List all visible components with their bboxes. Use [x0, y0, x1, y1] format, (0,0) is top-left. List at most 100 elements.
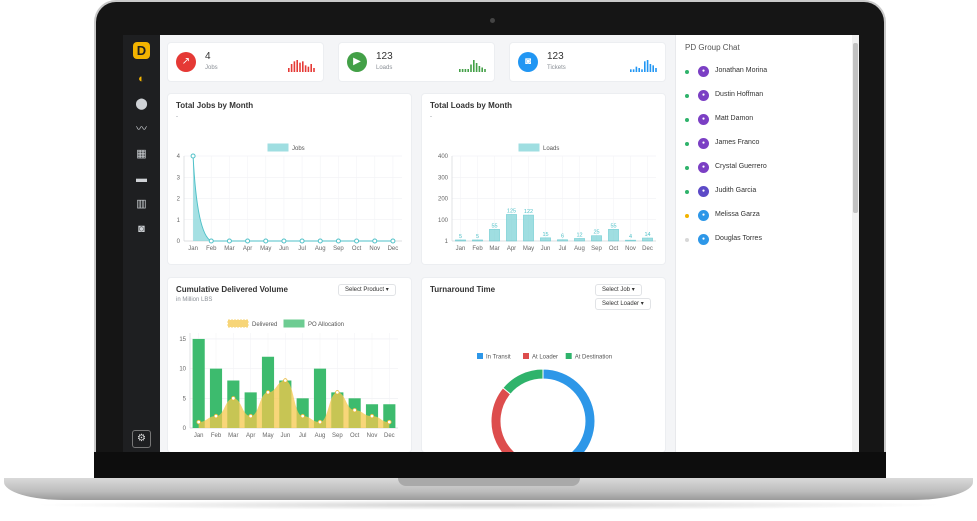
chat-member[interactable]: ● James Franco [685, 138, 845, 150]
bar [192, 338, 205, 428]
x-tick-label: Jul [299, 433, 307, 439]
y-tick-label: 10 [179, 367, 186, 373]
laptop-chin [94, 452, 886, 478]
status-dot [685, 70, 689, 74]
scrollbar-thumb[interactable] [853, 43, 858, 213]
bar [523, 214, 534, 242]
jobs-chart: Jobs 0 1 2 3 4 Jan Feb Mar Apr May Jun Jul Aug Sep Oct N… [177, 143, 402, 252]
spark-bar [310, 64, 312, 72]
legend-label: At Destination [575, 355, 612, 361]
data-point [335, 390, 340, 395]
dashboard-icon[interactable]: ◐ [138, 73, 145, 85]
select-product-dropdown[interactable]: Select Product ▾ [338, 284, 396, 296]
bar [557, 239, 568, 242]
data-label: 5 [476, 234, 479, 240]
stat-label: Jobs [205, 65, 218, 71]
card-title: Turnaround Time [430, 285, 496, 294]
sidebar: D ◐ ⬤ 〰 ▦ ▬ ▥ ◙ ⚙ [123, 35, 160, 452]
spark-bar [481, 67, 483, 72]
data-point [335, 238, 341, 244]
member-name: James Franco [715, 139, 760, 146]
chat-member[interactable]: ● Douglas Torres [685, 234, 845, 246]
x-tick-label: Jun [279, 246, 289, 252]
camera-icon: ◙ [518, 52, 538, 72]
data-point [248, 413, 253, 419]
x-tick-label: Apr [243, 246, 252, 252]
data-point [352, 407, 357, 413]
status-dot [685, 214, 689, 218]
data-point [226, 238, 232, 244]
y-tick-label: 200 [438, 197, 449, 203]
camera-icon[interactable]: ◙ [138, 223, 145, 235]
x-tick-label: Jun [280, 433, 290, 439]
spark-bar [464, 69, 467, 72]
data-label: 125 [507, 208, 516, 214]
turnaround-donut-chart: In Transit At Loader At Destination [477, 353, 612, 452]
grid-icon[interactable]: ▦ [136, 148, 147, 160]
x-tick-label: Mar [224, 246, 234, 252]
chat-member[interactable]: ● Matt Damon [685, 114, 845, 126]
select-job-dropdown[interactable]: Select Job ▾ [595, 284, 642, 296]
laptop-base [4, 478, 973, 500]
spark-bar [635, 66, 638, 72]
x-tick-label: Aug [574, 246, 585, 252]
chat-member[interactable]: ● Dustin Hoffman [685, 90, 845, 102]
x-tick-label: Dec [642, 246, 653, 252]
card-subtitle: in Million LBS [176, 297, 213, 303]
chat-member[interactable]: ● Jonathan Morina [685, 66, 845, 78]
dropdown-label: Select Product [345, 287, 385, 293]
chat-member[interactable]: ● Judith Garcia [685, 186, 845, 198]
data-point [354, 238, 360, 244]
x-tick-label: Mar [228, 433, 238, 439]
x-tick-label: Feb [211, 433, 222, 439]
stat-card-loads[interactable]: ▶ 123 Loads [339, 43, 494, 81]
member-name: Jonathan Morina [715, 67, 768, 74]
chat-member[interactable]: ● Melissa Garza [685, 210, 845, 222]
stat-card-tickets[interactable]: ◙ 123 Tickets [510, 43, 665, 81]
x-tick-label: Mar [489, 246, 499, 252]
status-dot [685, 190, 689, 194]
x-tick-label: Nov [625, 246, 636, 252]
x-tick-label: Sep [333, 246, 344, 252]
x-tick-label: Nov [367, 433, 378, 439]
spark-bar [638, 68, 640, 72]
y-tick-label: 1 [177, 218, 181, 224]
trend-line-icon[interactable]: 〰 [136, 123, 147, 135]
data-label: 5 [459, 234, 462, 240]
data-point [300, 413, 305, 419]
bar [489, 229, 500, 242]
data-label: 122 [524, 209, 533, 215]
data-label: 14 [644, 232, 650, 238]
dropdown-label: Select Loader [602, 301, 640, 307]
y-tick-label: 400 [438, 154, 449, 160]
data-point [317, 419, 323, 425]
caret-down-icon: ▾ [385, 287, 389, 293]
trend-icon: ↗ [176, 52, 196, 72]
select-loader-dropdown[interactable]: Select Loader ▾ [595, 298, 651, 310]
scrollbar[interactable] [852, 35, 859, 452]
x-tick-label: Dec [384, 433, 395, 439]
settings-button[interactable]: ⚙ [132, 430, 151, 448]
avatar: ● [698, 90, 709, 101]
member-name: Crystal Guerrero [715, 163, 767, 170]
building-icon[interactable]: ▥ [136, 198, 147, 210]
spark-bar [288, 68, 290, 72]
data-point [208, 238, 214, 244]
chat-member[interactable]: ● Crystal Guerrero [685, 162, 845, 174]
truck-icon[interactable]: ▬ [136, 173, 147, 185]
spark-bar [641, 69, 643, 72]
y-tick-label: 0 [183, 426, 187, 432]
spark-bar [475, 63, 478, 72]
data-point [265, 390, 271, 395]
bar [540, 237, 551, 242]
data-label: 6 [561, 234, 564, 240]
y-tick-label: 2 [177, 197, 181, 203]
x-tick-label: Feb [206, 246, 217, 252]
card-subtitle: - [430, 114, 432, 120]
area-fill [198, 380, 390, 428]
loads-chart-card: Total Loads by Month - Loads 1 100 200 300 40… [422, 94, 665, 264]
location-pin-icon[interactable]: ⬤ [135, 98, 148, 110]
logo[interactable]: D [133, 42, 150, 59]
legend-swatch [523, 353, 529, 359]
stat-card-jobs[interactable]: ↗ 4 Jobs [168, 43, 323, 81]
